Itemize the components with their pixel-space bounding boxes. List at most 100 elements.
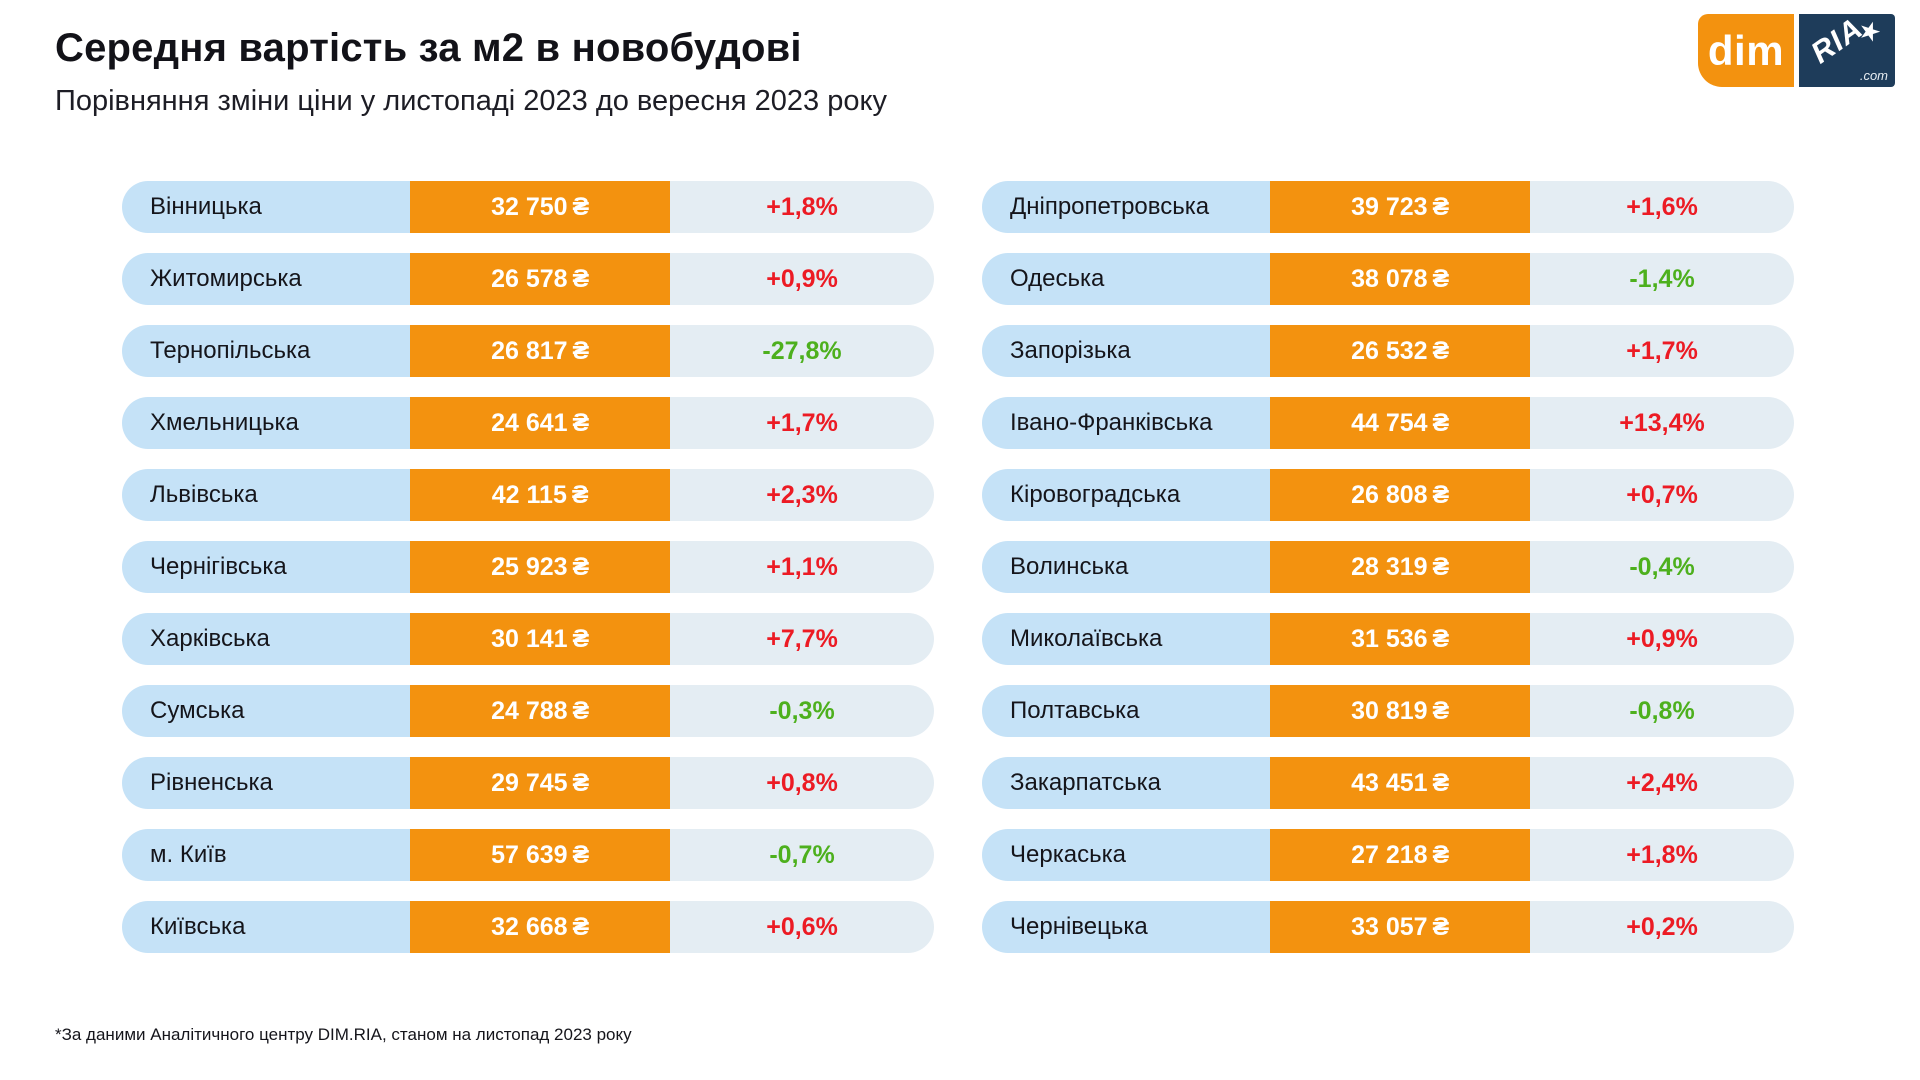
change-value: +0,9%	[670, 253, 934, 305]
region-label: Хмельницька	[122, 397, 411, 449]
region-label: Рівненська	[122, 757, 411, 809]
table-row: Чернівецька 33 057 ₴ +0,2%	[982, 901, 1794, 953]
price-value: 39 723 ₴	[1270, 181, 1531, 233]
price-value: 29 745 ₴	[410, 757, 671, 809]
table-row: Кіровоградська 26 808 ₴ +0,7%	[982, 469, 1794, 521]
table-row: Хмельницька 24 641 ₴ +1,7%	[122, 397, 934, 449]
price-value: 26 578 ₴	[410, 253, 671, 305]
region-label: Вінницька	[122, 181, 411, 233]
table-row: Вінницька 32 750 ₴ +1,8%	[122, 181, 934, 233]
ria-logo-com: .com	[1859, 68, 1888, 83]
region-label: Дніпропетровська	[982, 181, 1271, 233]
price-value: 33 057 ₴	[1270, 901, 1531, 953]
table-column-right: Дніпропетровська 39 723 ₴ +1,6% Одеська 38 0…	[982, 181, 1794, 953]
region-label: Волинська	[982, 541, 1271, 593]
price-value: 30 819 ₴	[1270, 685, 1531, 737]
table-row: Івано-Франківська 44 754 ₴ +13,4%	[982, 397, 1794, 449]
change-value: +1,7%	[1530, 325, 1794, 377]
price-value: 26 817 ₴	[410, 325, 671, 377]
table-row: Харківська 30 141 ₴ +7,7%	[122, 613, 934, 665]
price-value: 57 639 ₴	[410, 829, 671, 881]
region-label: Київська	[122, 901, 411, 953]
table-row: Житомирська 26 578 ₴ +0,9%	[122, 253, 934, 305]
price-value: 26 532 ₴	[1270, 325, 1531, 377]
region-label: Кіровоградська	[982, 469, 1271, 521]
dim-logo: dim	[1698, 14, 1794, 87]
region-label: Тернопільська	[122, 325, 411, 377]
page-title: Середня вартість за м2 в новобудові	[55, 26, 802, 70]
region-label: Житомирська	[122, 253, 411, 305]
table-row: Волинська 28 319 ₴ -0,4%	[982, 541, 1794, 593]
price-value: 31 536 ₴	[1270, 613, 1531, 665]
region-label: Чернівецька	[982, 901, 1271, 953]
change-value: -0,8%	[1530, 685, 1794, 737]
region-label: Івано-Франківська	[982, 397, 1271, 449]
change-value: +0,2%	[1530, 901, 1794, 953]
table-row: м. Київ 57 639 ₴ -0,7%	[122, 829, 934, 881]
change-value: +13,4%	[1530, 397, 1794, 449]
change-value: -1,4%	[1530, 253, 1794, 305]
table-row: Чернігівська 25 923 ₴ +1,1%	[122, 541, 934, 593]
price-value: 25 923 ₴	[410, 541, 671, 593]
region-label: Миколаївська	[982, 613, 1271, 665]
table-row: Дніпропетровська 39 723 ₴ +1,6%	[982, 181, 1794, 233]
change-value: +1,1%	[670, 541, 934, 593]
region-label: Полтавська	[982, 685, 1271, 737]
header: Середня вартість за м2 в новобудові Порі…	[55, 26, 1895, 118]
change-value: +2,4%	[1530, 757, 1794, 809]
price-value: 27 218 ₴	[1270, 829, 1531, 881]
change-value: -0,4%	[1530, 541, 1794, 593]
price-value: 24 641 ₴	[410, 397, 671, 449]
page-subtitle: Порівняння зміни ціни у листопаді 2023 д…	[55, 85, 888, 117]
table-row: Рівненська 29 745 ₴ +0,8%	[122, 757, 934, 809]
change-value: +2,3%	[670, 469, 934, 521]
table-row: Миколаївська 31 536 ₴ +0,9%	[982, 613, 1794, 665]
region-label: Запорізька	[982, 325, 1271, 377]
table-row: Сумська 24 788 ₴ -0,3%	[122, 685, 934, 737]
price-value: 43 451 ₴	[1270, 757, 1531, 809]
price-value: 24 788 ₴	[410, 685, 671, 737]
change-value: +0,6%	[670, 901, 934, 953]
region-label: м. Київ	[122, 829, 411, 881]
region-label: Сумська	[122, 685, 411, 737]
price-value: 28 319 ₴	[1270, 541, 1531, 593]
price-value: 32 750 ₴	[410, 181, 671, 233]
price-value: 44 754 ₴	[1270, 397, 1531, 449]
table-row: Запорізька 26 532 ₴ +1,7%	[982, 325, 1794, 377]
table-row: Тернопільська 26 817 ₴ -27,8%	[122, 325, 934, 377]
table-row: Полтавська 30 819 ₴ -0,8%	[982, 685, 1794, 737]
change-value: +7,7%	[670, 613, 934, 665]
table-row: Львівська 42 115 ₴ +2,3%	[122, 469, 934, 521]
change-value: -27,8%	[670, 325, 934, 377]
table-row: Черкаська 27 218 ₴ +1,8%	[982, 829, 1794, 881]
region-label: Чернігівська	[122, 541, 411, 593]
region-label: Закарпатська	[982, 757, 1271, 809]
change-value: -0,7%	[670, 829, 934, 881]
table-column-left: Вінницька 32 750 ₴ +1,8% Житомирська 26 578 …	[122, 181, 934, 953]
price-value: 26 808 ₴	[1270, 469, 1531, 521]
change-value: +0,7%	[1530, 469, 1794, 521]
price-value: 32 668 ₴	[410, 901, 671, 953]
change-value: +0,9%	[1530, 613, 1794, 665]
change-value: +0,8%	[670, 757, 934, 809]
region-label: Харківська	[122, 613, 411, 665]
table-row: Закарпатська 43 451 ₴ +2,4%	[982, 757, 1794, 809]
change-value: +1,6%	[1530, 181, 1794, 233]
footnote: *За даними Аналітичного центру DIM.RIA, …	[55, 1025, 632, 1044]
table-row: Київська 32 668 ₴ +0,6%	[122, 901, 934, 953]
region-label: Одеська	[982, 253, 1271, 305]
brand-logo: dim ★ RIA .com	[1698, 14, 1895, 87]
change-value: +1,7%	[670, 397, 934, 449]
change-value: -0,3%	[670, 685, 934, 737]
price-value: 38 078 ₴	[1270, 253, 1531, 305]
region-label: Черкаська	[982, 829, 1271, 881]
change-value: +1,8%	[1530, 829, 1794, 881]
dim-logo-text: dim	[1707, 26, 1785, 74]
change-value: +1,8%	[670, 181, 934, 233]
region-label: Львівська	[122, 469, 411, 521]
ria-logo: ★ RIA .com	[1799, 14, 1895, 87]
price-value: 42 115 ₴	[410, 469, 671, 521]
table-row: Одеська 38 078 ₴ -1,4%	[982, 253, 1794, 305]
price-value: 30 141 ₴	[410, 613, 671, 665]
price-table: Вінницька 32 750 ₴ +1,8% Житомирська 26 578 …	[122, 181, 1794, 953]
